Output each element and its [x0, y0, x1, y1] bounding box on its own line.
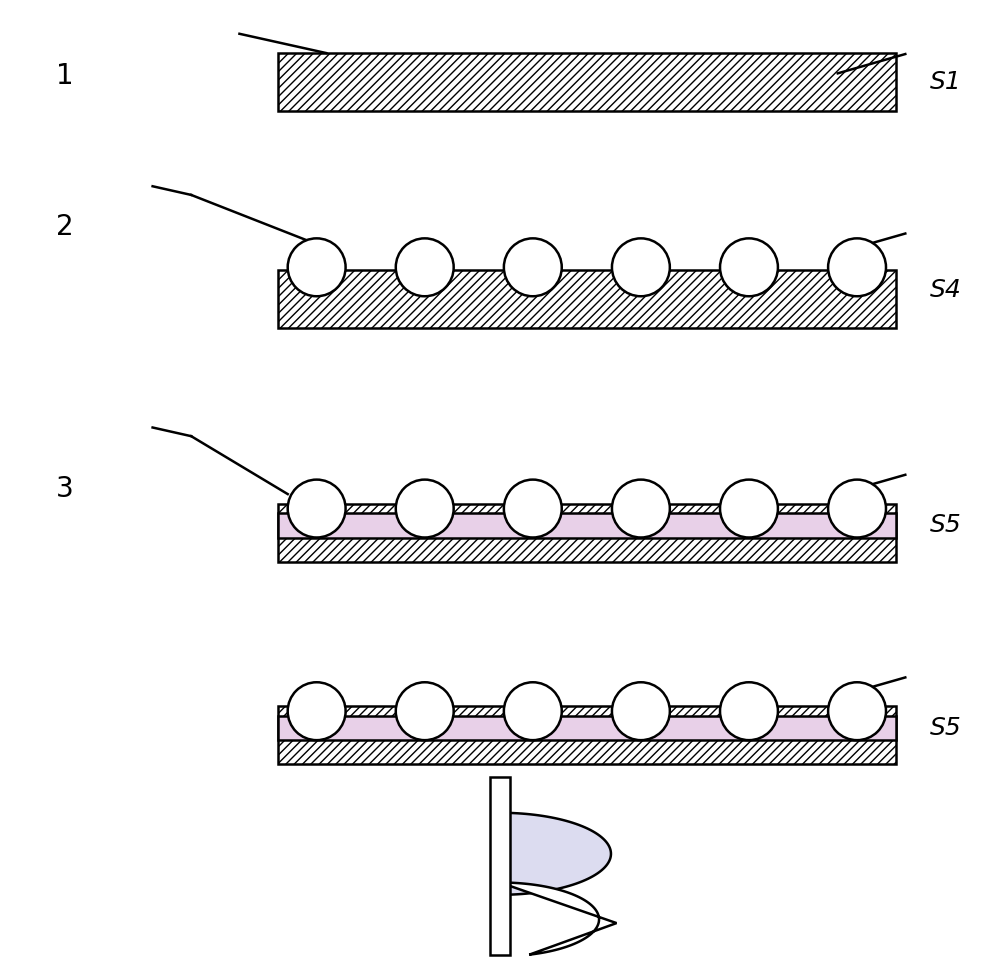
Bar — [278, 53, 896, 111]
Ellipse shape — [396, 480, 454, 538]
Bar — [278, 716, 896, 740]
Bar — [490, 777, 510, 955]
Polygon shape — [500, 813, 611, 895]
Ellipse shape — [288, 480, 346, 538]
Ellipse shape — [612, 682, 670, 740]
Ellipse shape — [396, 682, 454, 740]
Ellipse shape — [720, 238, 778, 296]
Polygon shape — [500, 882, 617, 954]
Bar — [278, 504, 896, 562]
Ellipse shape — [612, 238, 670, 296]
Bar — [278, 270, 896, 328]
Ellipse shape — [288, 238, 346, 296]
Ellipse shape — [504, 480, 562, 538]
Text: S5: S5 — [929, 716, 961, 740]
Ellipse shape — [612, 480, 670, 538]
Ellipse shape — [720, 480, 778, 538]
Ellipse shape — [828, 238, 886, 296]
Ellipse shape — [396, 238, 454, 296]
Ellipse shape — [504, 238, 562, 296]
Ellipse shape — [288, 682, 346, 740]
Text: S1: S1 — [929, 70, 961, 94]
Text: 3: 3 — [56, 475, 74, 504]
Text: 2: 2 — [56, 212, 74, 241]
Ellipse shape — [828, 480, 886, 538]
Text: 1: 1 — [56, 62, 74, 91]
Ellipse shape — [504, 682, 562, 740]
Ellipse shape — [720, 682, 778, 740]
Bar — [278, 706, 896, 764]
Ellipse shape — [828, 682, 886, 740]
Bar — [278, 513, 896, 538]
Text: S4: S4 — [929, 279, 961, 302]
Text: S5: S5 — [929, 513, 961, 538]
